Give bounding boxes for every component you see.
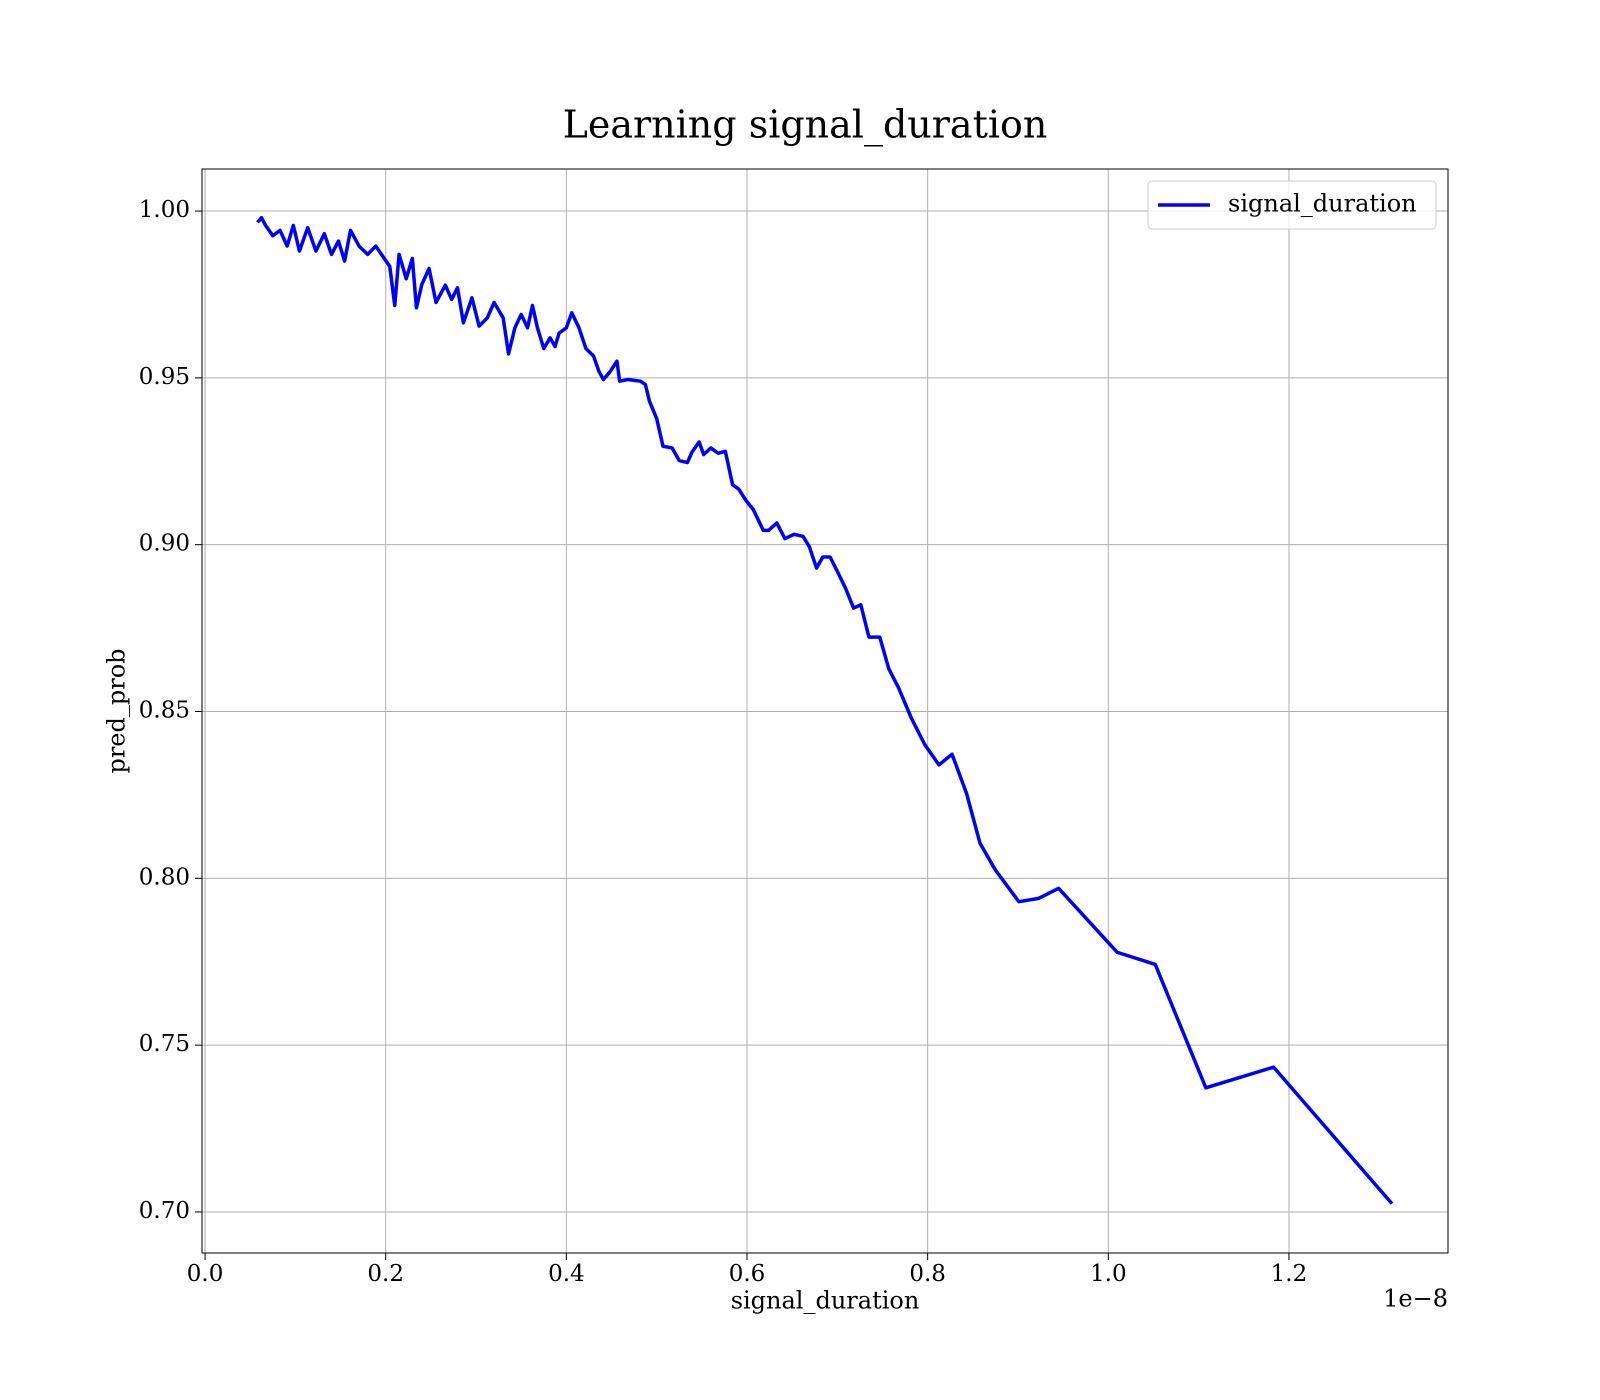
x-tick-label: 0.8 [909,1261,946,1287]
x-tick-label: 0.6 [729,1261,766,1287]
y-axis-label: pred_prob [103,648,131,773]
y-tick-label: 0.95 [139,364,190,390]
y-tick-label: 0.80 [139,864,190,890]
x-tick-label: 1.0 [1090,1261,1127,1287]
y-tick-label: 1.00 [139,197,190,223]
legend-box [1147,180,1437,230]
y-tick-label: 0.85 [139,698,190,724]
x-tick-label: 0.2 [367,1261,404,1287]
line-series [256,215,1394,1205]
y-tick-label: 0.70 [139,1198,190,1224]
y-tick-label: 0.75 [139,1031,190,1057]
x-tick-label: 1.2 [1271,1261,1308,1287]
x-offset-label: 1e−8 [1383,1285,1448,1313]
x-axis-label: signal_duration [731,1287,920,1315]
x-tick-label: 0.0 [187,1261,224,1287]
legend-label: signal_duration [1228,190,1417,218]
chart-title: Learning signal_duration [563,103,1048,148]
plot-frame [201,168,1449,1254]
y-tick-label: 0.90 [139,531,190,557]
x-tick-label: 0.4 [548,1261,585,1287]
